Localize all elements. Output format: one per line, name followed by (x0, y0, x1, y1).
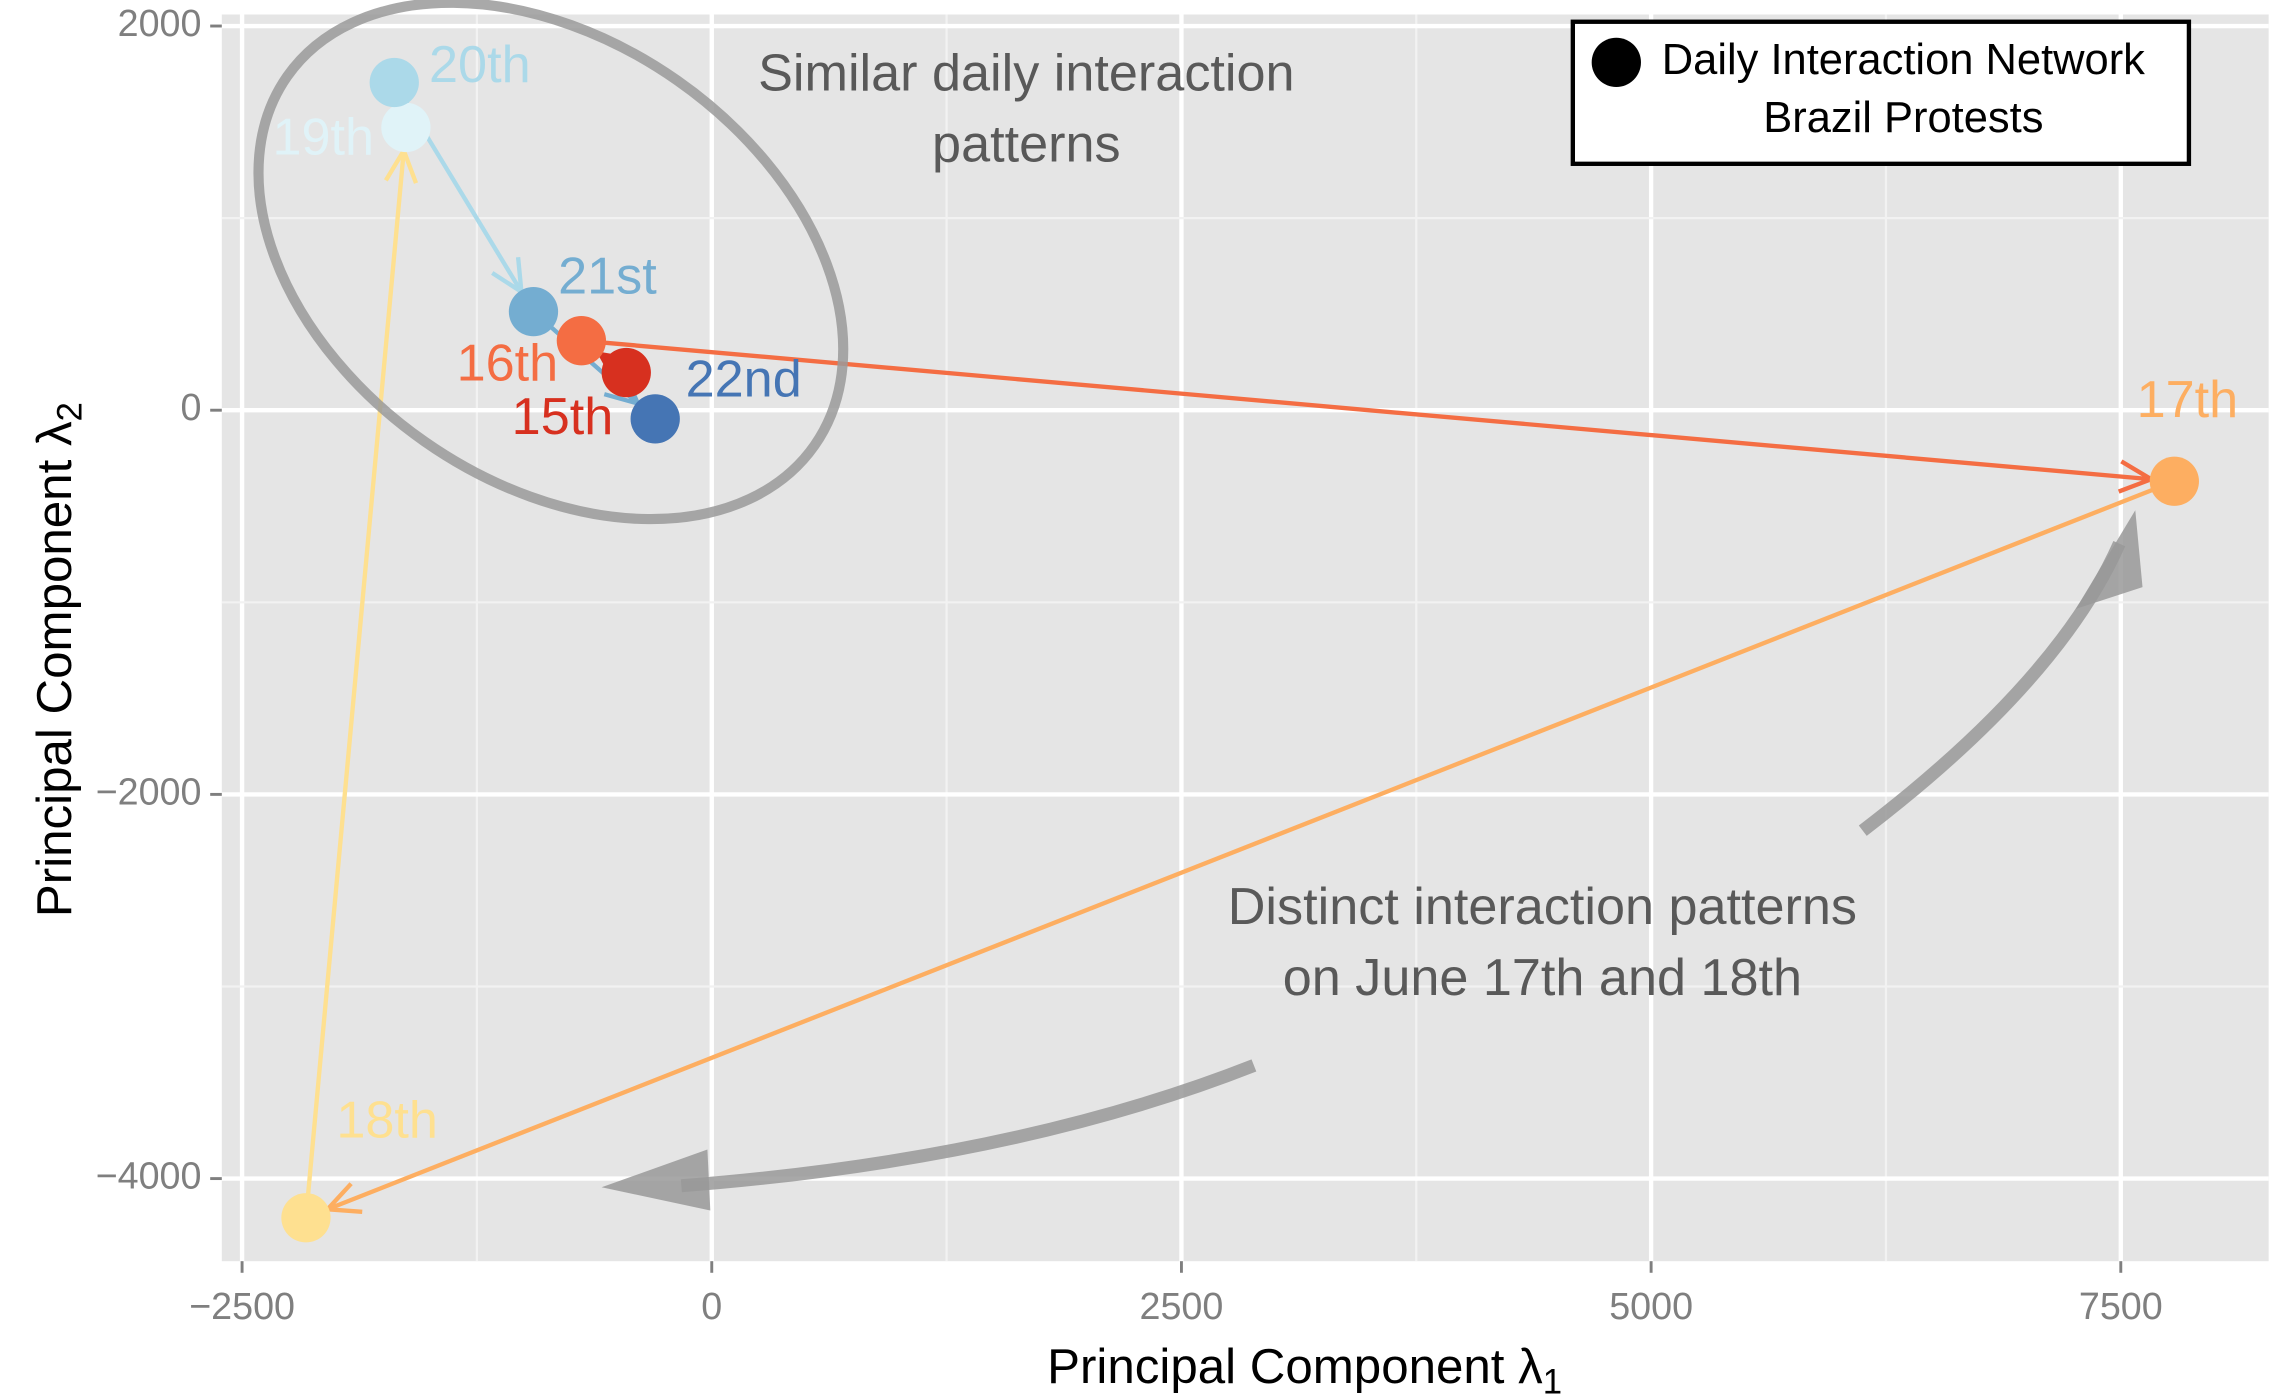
annotation: Distinct interaction patterns (1228, 878, 1857, 936)
point (381, 102, 431, 153)
plot-panel (221, 14, 2269, 1262)
x-tick-label: 0 (701, 1285, 722, 1327)
y-tick-label: 0 (181, 386, 202, 428)
point (601, 347, 651, 398)
point-label: 17th (2137, 371, 2239, 429)
annotation: Similar daily interaction (758, 45, 1294, 103)
annotation: patterns (932, 116, 1121, 174)
y-tick-label: 2000 (118, 2, 202, 44)
annotation: on June 17th and 18th (1283, 949, 1802, 1007)
x-tick-label: −2500 (189, 1285, 295, 1327)
curved-arrow (680, 1059, 1257, 1193)
point-label: 20th (429, 36, 531, 94)
point (2149, 456, 2199, 506)
point-label: 22nd (686, 350, 802, 408)
arrow-head (601, 1149, 711, 1211)
point-label: 21st (558, 248, 657, 306)
cluster-ellipse (253, 0, 849, 525)
x-tick-label: 5000 (1609, 1285, 1693, 1327)
legend-label: Daily Interaction Network (1662, 36, 2145, 84)
point-label: 15th (512, 388, 614, 446)
point (369, 57, 419, 108)
y-axis-title: Principal Component λ2 (27, 402, 90, 917)
trajectory-segment (303, 150, 406, 1218)
point (508, 287, 559, 337)
point (281, 1193, 331, 1243)
x-tick-label: 2500 (1140, 1285, 1224, 1327)
point (630, 394, 680, 444)
x-tick-label: 7500 (2079, 1285, 2163, 1327)
y-tick-label: −2000 (96, 770, 202, 812)
legend-box (1570, 19, 2192, 166)
arrow-head (2075, 510, 2143, 609)
point-label: 16th (457, 335, 559, 393)
trajectory-segment (326, 479, 2176, 1212)
x-axis-title: Principal Component λ1 (1047, 1339, 1562, 1396)
y-tick-label: −4000 (96, 1155, 202, 1197)
point-label: 19th (272, 108, 374, 166)
point-label: 18th (336, 1091, 438, 1149)
legend-label: Brazil Protests (1763, 94, 2043, 142)
point (556, 316, 607, 366)
legend-marker (1591, 37, 1641, 87)
